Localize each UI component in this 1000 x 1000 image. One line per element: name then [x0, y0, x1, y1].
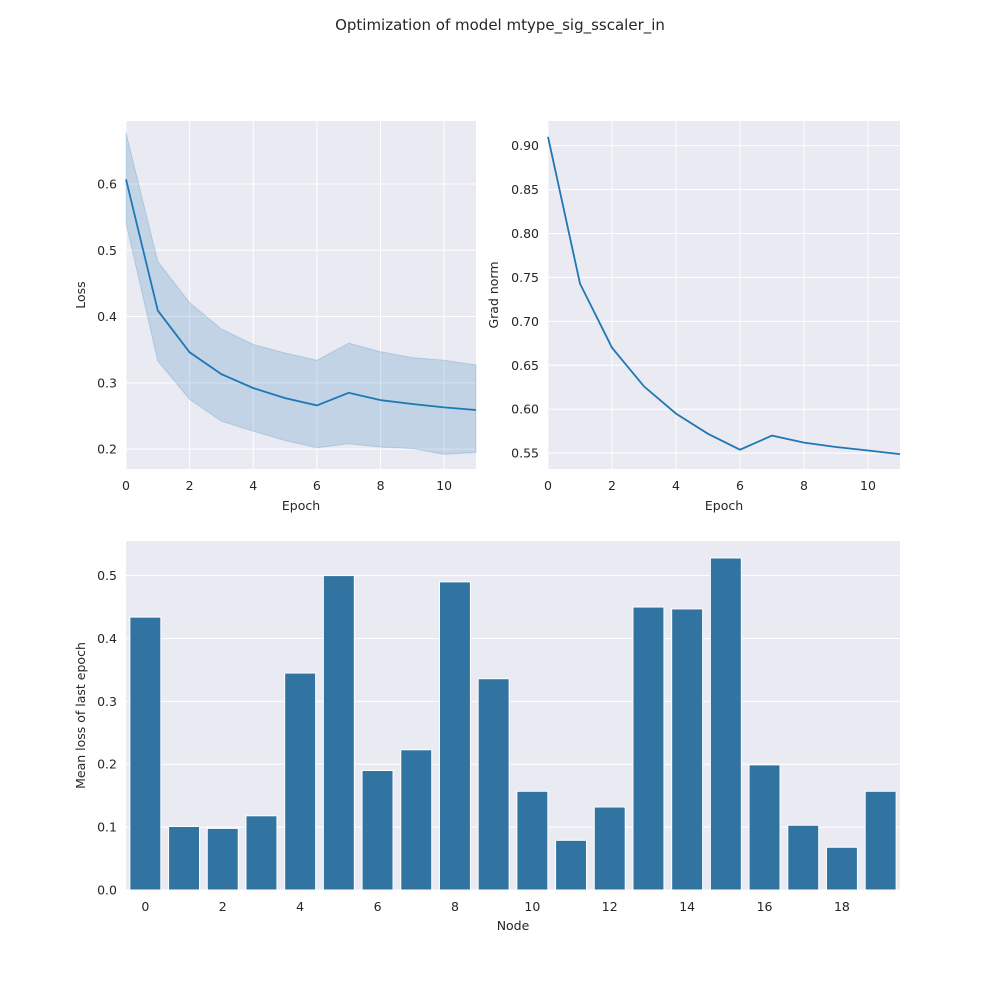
loss-series-line: [125, 179, 477, 411]
x-axis-label: Epoch: [705, 498, 743, 513]
bar-node-8: [438, 581, 471, 891]
bar-node-11: [555, 839, 588, 891]
y-tick-label: 0.1: [97, 820, 117, 835]
y-tick-label: 0.55: [511, 446, 539, 461]
y-tick-label: 0.5: [97, 568, 117, 583]
confidence-band: [125, 132, 477, 455]
bar-node-9: [477, 678, 510, 891]
x-tick-label: 4: [672, 478, 680, 493]
x-tick-label: 6: [736, 478, 744, 493]
x-tick-label: 14: [679, 899, 695, 914]
x-tick-label: 10: [436, 478, 452, 493]
grad-norm-series-line: [547, 136, 901, 455]
bar-node-6: [361, 770, 394, 891]
plot-area: [126, 541, 900, 890]
bar-node-10: [516, 790, 549, 891]
bar-node-18: [825, 846, 858, 891]
bar-node-19: [864, 790, 897, 891]
x-tick-label: 0: [544, 478, 552, 493]
y-axis-label: Mean loss of last epoch: [73, 642, 88, 789]
x-tick-label: 10: [860, 478, 876, 493]
y-tick-label: 0.3: [97, 375, 117, 390]
x-tick-label: 6: [313, 478, 321, 493]
x-tick-label: 0: [122, 478, 130, 493]
y-tick-label: 0.3: [97, 694, 117, 709]
y-tick-label: 0.4: [97, 631, 117, 646]
bar-node-1: [168, 825, 201, 891]
bar-node-13: [632, 606, 665, 891]
bar-node-15: [709, 557, 742, 891]
grid-lines: [125, 121, 476, 469]
loss-chart: 0 2 4 6 8 10 0.2 0.3 0.4 0.5 0.6 Epoch Loss: [73, 121, 477, 513]
bar-node-0: [129, 616, 162, 891]
bar-node-5: [322, 575, 355, 891]
bar-node-16: [748, 764, 781, 891]
grad-norm-chart: 0 2 4 6 8 10 0.55 0.60 0.65 0.70 0.75 0.80 0.85 0.90 E…: [486, 121, 901, 513]
y-tick-label: 0.5: [97, 243, 117, 258]
bar-node-4: [284, 672, 317, 891]
grid-lines: [547, 121, 900, 469]
y-tick-label: 0.80: [511, 226, 539, 241]
y-tick-label: 0.65: [511, 358, 539, 373]
x-axis-label: Epoch: [282, 498, 320, 513]
y-tick-label: 0.85: [511, 182, 539, 197]
y-tick-label: 0.6: [97, 176, 117, 191]
x-tick-label: 4: [296, 899, 304, 914]
x-tick-label: 2: [608, 478, 616, 493]
x-axis-label: Node: [497, 918, 530, 933]
bar-node-2: [206, 827, 239, 891]
x-tick-label: 10: [524, 899, 540, 914]
y-tick-label: 0.90: [511, 138, 539, 153]
x-tick-label: 8: [377, 478, 385, 493]
y-tick-label: 0.75: [511, 270, 539, 285]
x-tick-label: 18: [834, 899, 850, 914]
x-tick-label: 8: [451, 899, 459, 914]
y-tick-label: 0.70: [511, 314, 539, 329]
x-tick-label: 8: [800, 478, 808, 493]
node-loss-bar-chart: 0 2 4 6 8 10 12 14 16 18 0.0 0.1 0.2 0.3 0.4 0.5 Node Mea…: [73, 541, 900, 933]
bar-node-7: [400, 749, 433, 891]
y-tick-label: 0.2: [97, 757, 117, 772]
y-axis-label: Grad norm: [486, 261, 501, 328]
figure-title: Optimization of model mtype_sig_sscaler_…: [335, 16, 665, 34]
bars: [129, 557, 897, 891]
x-tick-label: 16: [757, 899, 773, 914]
y-tick-label: 0.2: [97, 442, 117, 457]
y-axis-label: Loss: [73, 281, 88, 308]
plot-area: [126, 121, 476, 469]
bar-node-17: [787, 824, 820, 891]
bar-node-3: [245, 815, 278, 891]
y-tick-label: 0.4: [97, 309, 117, 324]
x-tick-label: 4: [249, 478, 257, 493]
x-tick-label: 12: [602, 899, 618, 914]
y-tick-label: 0.60: [511, 402, 539, 417]
x-tick-label: 2: [186, 478, 194, 493]
x-tick-label: 0: [141, 899, 149, 914]
plot-area: [548, 121, 900, 469]
bar-node-12: [593, 806, 626, 891]
bar-node-14: [671, 608, 704, 891]
x-tick-label: 2: [219, 899, 227, 914]
y-tick-label: 0.0: [97, 883, 117, 898]
x-tick-label: 6: [374, 899, 382, 914]
